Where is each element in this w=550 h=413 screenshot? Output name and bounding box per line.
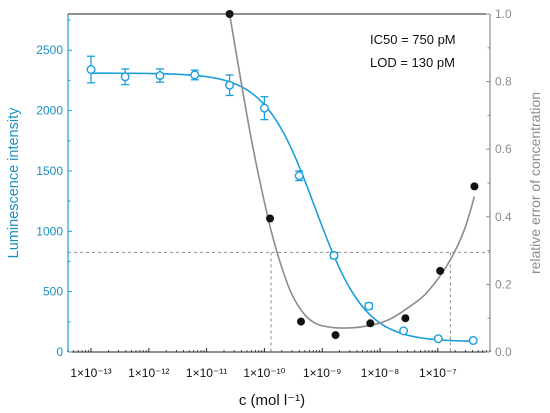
- fit-curve-luminescence: [91, 72, 475, 343]
- y-right-tick-label: 0.2: [495, 277, 512, 291]
- relative-error-point: [297, 317, 306, 326]
- luminescence-point: [259, 96, 269, 121]
- luminescence-marker: [468, 336, 478, 346]
- y-left-tick-label: 2000: [36, 104, 63, 118]
- luminescence-point: [468, 336, 478, 346]
- x-tick-label: 1×10⁻⁸: [361, 366, 399, 380]
- fit-curves: [91, 13, 476, 343]
- luminescence-point: [155, 68, 165, 83]
- luminescence-marker: [86, 65, 96, 75]
- x-tick-label: 1×10⁻¹¹: [186, 366, 227, 380]
- y-right-tick-label: 0.0: [495, 345, 512, 359]
- y-right-tick-label: 0.6: [495, 142, 512, 156]
- luminescence-point: [329, 250, 339, 260]
- luminescence-marker: [120, 72, 130, 82]
- relative-error-point: [436, 266, 445, 275]
- annotation-ic50: IC50 = 750 pM: [370, 32, 456, 47]
- luminescence-point: [120, 68, 130, 86]
- x-axis-label: c (mol l⁻¹): [239, 392, 305, 409]
- y-left-tick-label: 0: [56, 345, 63, 359]
- y-left-tick-label: 2500: [36, 43, 63, 57]
- y-left-tick-label: 1000: [36, 224, 63, 238]
- annotation-lod: LOD = 130 pM: [370, 55, 455, 70]
- y-left-tick-label: 500: [43, 285, 63, 299]
- data-points: [86, 10, 479, 346]
- relative-error-point: [266, 214, 275, 223]
- x-tick-label: 1×10⁻⁷: [419, 366, 457, 380]
- y-axis-left-label: Luminescence intensity: [6, 107, 22, 258]
- tick-labels: 0 500 1000 1500 2000 2500 0.0 0.2 0.4 0.6 0.8 1.0 1×…: [36, 7, 512, 380]
- luminescence-point: [294, 170, 304, 182]
- luminescence-marker: [399, 326, 409, 336]
- luminescence-marker: [155, 71, 165, 81]
- reference-lines: [68, 251, 490, 352]
- fit-curve-relative-error: [228, 13, 476, 329]
- y-right-tick-label: 0.4: [495, 210, 512, 224]
- luminescence-point: [86, 55, 96, 84]
- luminescence-point: [399, 326, 409, 336]
- x-tick-label: 1×10⁻¹²: [128, 366, 169, 380]
- luminescence-marker: [225, 80, 235, 90]
- y-left-tick-label: 1500: [36, 164, 63, 178]
- luminescence-point: [433, 334, 443, 344]
- luminescence-marker: [433, 334, 443, 344]
- luminescence-marker: [294, 171, 304, 181]
- relative-error-point: [331, 331, 340, 340]
- y-right-tick-label: 0.8: [495, 75, 512, 89]
- luminescence-marker: [329, 250, 339, 260]
- relative-error-point: [401, 314, 410, 323]
- x-tick-label: 1×10⁻⁹: [303, 366, 342, 380]
- luminescence-marker: [259, 103, 269, 113]
- x-tick-label: 1×10⁻¹³: [70, 366, 111, 380]
- y-right-tick-label: 1.0: [495, 7, 512, 21]
- luminescence-point: [190, 69, 200, 81]
- x-tick-label: 1×10⁻¹⁰: [243, 366, 285, 380]
- luminescence-marker: [364, 301, 374, 311]
- relative-error-point: [366, 319, 375, 328]
- luminescence-point: [225, 74, 235, 97]
- luminescence-point: [364, 301, 374, 311]
- relative-error-point: [470, 182, 479, 191]
- luminescence-marker: [190, 70, 200, 80]
- y-axis-right-label: relative error of concentration: [527, 92, 543, 274]
